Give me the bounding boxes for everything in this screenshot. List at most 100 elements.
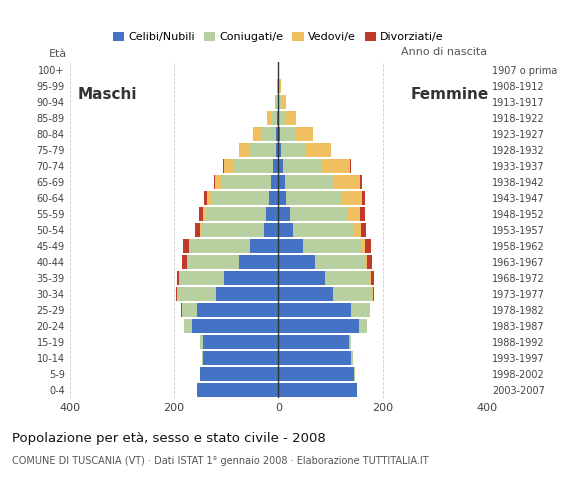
Bar [347,207,360,221]
Bar [223,159,234,173]
Bar [278,255,315,269]
Bar [264,223,278,238]
Bar [204,192,208,205]
Bar [278,175,285,190]
Bar [206,207,266,221]
Bar [373,288,375,301]
Bar [190,240,249,253]
Bar [279,96,281,109]
Bar [282,159,322,173]
Text: Anno di nascita: Anno di nascita [401,48,487,58]
Bar [278,384,357,397]
Bar [360,207,365,221]
Bar [370,271,371,286]
Bar [361,240,365,253]
Bar [199,207,203,221]
Text: COMUNE DI TUSCANIA (VT) · Dati ISTAT 1° gennaio 2008 · Elaborazione TUTTITALIA.I: COMUNE DI TUSCANIA (VT) · Dati ISTAT 1° … [12,456,428,466]
Bar [177,271,179,286]
Bar [278,127,280,142]
Bar [290,207,347,221]
Bar [216,288,278,301]
Bar [200,336,203,349]
Bar [285,175,334,190]
Bar [359,319,367,334]
Bar [239,255,278,269]
Bar [260,127,276,142]
Bar [278,367,354,382]
Bar [364,255,367,269]
Bar [234,159,273,173]
Bar [271,111,277,125]
Bar [223,271,278,286]
Legend: Celibi/Nubili, Coniugati/e, Vedovi/e, Divorziati/e: Celibi/Nubili, Coniugati/e, Vedovi/e, Di… [108,28,448,47]
Bar [371,271,374,286]
Bar [271,175,278,190]
Bar [334,175,360,190]
Bar [278,79,280,94]
Bar [349,336,351,349]
Text: Maschi: Maschi [78,87,137,102]
Bar [278,288,333,301]
Bar [179,271,223,286]
Bar [360,175,362,190]
Bar [367,255,372,269]
Bar [365,240,371,253]
Bar [197,384,278,397]
Bar [269,192,278,205]
Bar [197,303,278,317]
Bar [249,144,276,157]
Bar [351,303,369,317]
Bar [202,351,203,365]
Bar [295,127,313,142]
Bar [280,111,286,125]
Bar [277,111,278,125]
Bar [213,175,215,190]
Bar [276,127,278,142]
Bar [184,319,192,334]
Bar [361,223,366,238]
Bar [333,288,372,301]
Bar [277,79,278,94]
Bar [176,288,216,301]
Bar [278,223,293,238]
Bar [195,223,200,238]
Bar [303,240,361,253]
Bar [315,255,364,269]
Bar [200,367,278,382]
Bar [341,192,362,205]
Bar [215,175,222,190]
Text: Femmine: Femmine [411,87,489,102]
Bar [188,240,190,253]
Bar [201,223,264,238]
Bar [278,207,290,221]
Bar [266,207,278,221]
Bar [203,351,278,365]
Bar [182,303,197,317]
Bar [212,192,269,205]
Bar [281,96,286,109]
Bar [304,144,331,157]
Bar [183,240,188,253]
Bar [208,192,212,205]
Bar [192,319,278,334]
Bar [203,207,206,221]
Bar [182,255,187,269]
Bar [222,175,271,190]
Bar [187,255,239,269]
Bar [278,144,281,157]
Bar [280,79,281,94]
Bar [278,111,280,125]
Bar [293,223,353,238]
Bar [281,144,304,157]
Bar [353,223,361,238]
Bar [286,192,341,205]
Bar [200,223,201,238]
Bar [276,96,278,109]
Bar [239,144,249,157]
Bar [278,351,351,365]
Bar [278,192,286,205]
Bar [280,127,295,142]
Bar [325,271,370,286]
Bar [278,303,351,317]
Bar [276,144,278,157]
